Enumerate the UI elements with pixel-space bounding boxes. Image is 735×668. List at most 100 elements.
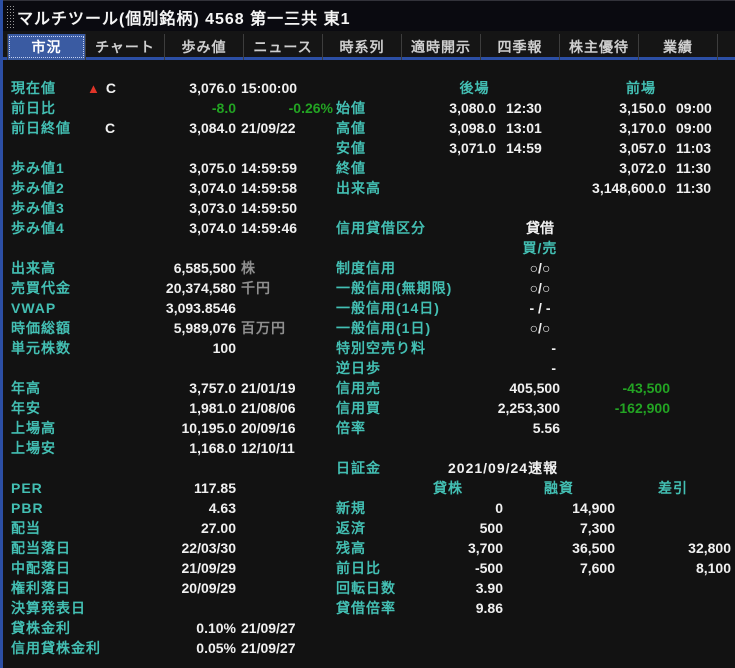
am-time: 09:00 [676, 100, 712, 116]
tab-disclosure[interactable]: 適時開示 [402, 34, 481, 60]
row-per: PER 117.85 [11, 478, 341, 498]
tab-chart[interactable]: チャート [86, 34, 165, 60]
field-value: 5.56 [532, 420, 560, 436]
field-label: 信用貸株金利 [11, 640, 101, 656]
field-label: 年安 [11, 400, 41, 416]
field-label: 貸株金利 [11, 620, 71, 636]
pm-value: 3,080.0 [449, 100, 496, 116]
financing-header: 融資 [544, 480, 574, 496]
row-margin-lending-rate: 信用貸株金利 0.05% 21/09/27 [11, 638, 341, 658]
field-label: 売買代金 [11, 280, 71, 296]
row-current-price: 現在値 ▲ C 3,076.0 15:00:00 [11, 78, 341, 98]
row-year-low: 年安 1,981.0 21/08/06 [11, 398, 341, 418]
row-close: 終値 3,072.0 11:30 [336, 158, 735, 178]
row-negative-interest: 逆日歩 - [336, 358, 735, 378]
field-value: 6,585,500 [173, 260, 236, 276]
field-label: 残高 [336, 540, 366, 556]
drag-handle-icon[interactable] [6, 5, 14, 28]
field-value: 405,500 [509, 380, 560, 396]
field-date: 21/01/19 [241, 380, 296, 396]
field-label: 権利落日 [11, 580, 71, 596]
field-date: 12/10/11 [241, 440, 295, 456]
field-value: 1,981.0 [189, 400, 236, 416]
lending-value: -500 [474, 560, 503, 576]
am-value: 3,148,600.0 [592, 180, 666, 196]
field-value: 100 [212, 340, 236, 356]
field-value: 117.85 [193, 480, 236, 496]
field-date: 21/09/22 [241, 120, 296, 136]
field-label: 貸借倍率 [336, 600, 396, 616]
row-lot-size: 単元株数 100 [11, 338, 341, 358]
field-value: 3,074.0 [189, 180, 236, 196]
field-label: 一般信用(14日) [336, 300, 440, 316]
field-label: 安値 [336, 140, 366, 156]
row-stock-lending-rate: 貸株金利 0.10% 21/09/27 [11, 618, 341, 638]
tab-tick[interactable]: 歩み値 [165, 34, 244, 60]
field-date: 21/09/27 [241, 640, 296, 656]
row-tick3: 歩み値3 3,073.0 14:59:50 [11, 198, 341, 218]
tab-market[interactable]: 市況 [7, 34, 86, 60]
field-value: 3,073.0 [189, 200, 236, 216]
field-value: 3,757.0 [189, 380, 236, 396]
field-date: 21/09/27 [241, 620, 296, 636]
field-value: 0.10% [196, 620, 236, 636]
field-value: 3,076.0 [189, 80, 236, 96]
field-label: 上場安 [11, 440, 56, 456]
field-value: 22/03/30 [181, 540, 237, 556]
field-label: 一般信用(1日) [336, 320, 432, 336]
field-time: 14:59:46 [241, 220, 298, 236]
row-session-volume: 出来高 3,148,600.0 11:30 [336, 178, 735, 198]
row-general-margin-1d: 一般信用(1日) ○/○ [336, 318, 735, 338]
field-value: ○/○ [529, 280, 551, 296]
field-label: PER [11, 480, 43, 496]
pm-time: 13:01 [506, 120, 542, 136]
field-label: 返済 [336, 520, 366, 536]
field-label: 特別空売り料 [336, 340, 426, 356]
row-margin-buy: 信用買 2,253,300 -162,900 [336, 398, 735, 418]
row-listed-high: 上場高 10,195.0 20/09/16 [11, 418, 341, 438]
tab-news[interactable]: ニュース [244, 34, 323, 60]
tab-results[interactable]: 業績 [639, 34, 718, 60]
field-label: 前日終値 [11, 120, 71, 136]
field-label: 歩み値2 [11, 180, 65, 196]
field-label: 回転日数 [336, 580, 396, 596]
field-label: 前日比 [11, 100, 56, 116]
row-special-short-fee: 特別空売り料 - [336, 338, 735, 358]
am-value: 3,150.0 [619, 100, 666, 116]
field-unit: 千円 [241, 280, 271, 296]
field-date: 20/09/16 [241, 420, 296, 436]
field-value: 3,084.0 [189, 120, 236, 136]
row-ratio: 倍率 5.56 [336, 418, 735, 438]
field-label: 歩み値1 [11, 160, 65, 176]
tab-shikiho[interactable]: 四季報 [481, 34, 560, 60]
field-label: 単元株数 [11, 340, 71, 356]
row-year-high: 年高 3,757.0 21/01/19 [11, 378, 341, 398]
field-label: 出来高 [11, 260, 56, 276]
field-label: 倍率 [336, 420, 366, 436]
row-interim-ex: 中配落日 21/09/29 [11, 558, 341, 578]
row-tick2: 歩み値2 3,074.0 14:59:58 [11, 178, 341, 198]
field-value: 4.63 [208, 500, 236, 516]
tab-timeseries[interactable]: 時系列 [323, 34, 402, 60]
row-listed-low: 上場安 1,168.0 12/10/11 [11, 438, 341, 458]
financing-value: 7,600 [579, 560, 615, 576]
field-time: 14:59:59 [241, 160, 298, 176]
field-value: - [551, 340, 556, 356]
field-label: 配当落日 [11, 540, 71, 556]
field-label: 配当 [11, 520, 41, 536]
field-value: 3,075.0 [189, 160, 236, 176]
financing-value: 36,500 [572, 540, 615, 556]
net-value: 32,800 [688, 540, 731, 556]
lending-value: 3,700 [467, 540, 503, 556]
financing-value: 7,300 [579, 520, 615, 536]
window-title: マルチツール(個別銘柄) 4568 第一三共 東1 [17, 11, 351, 28]
row-lending-ratio: 貸借倍率 9.86 [336, 598, 735, 618]
row-general-margin-unlimited: 一般信用(無期限) ○/○ [336, 278, 735, 298]
field-label: 終値 [336, 160, 366, 176]
row-pbr: PBR 4.63 [11, 498, 341, 518]
pm-time: 14:59 [506, 140, 542, 156]
session-header-row: 後場 前場 [336, 78, 735, 98]
tab-benefit[interactable]: 株主優待 [560, 34, 639, 60]
row-new: 新規 0 14,900 [336, 498, 735, 518]
